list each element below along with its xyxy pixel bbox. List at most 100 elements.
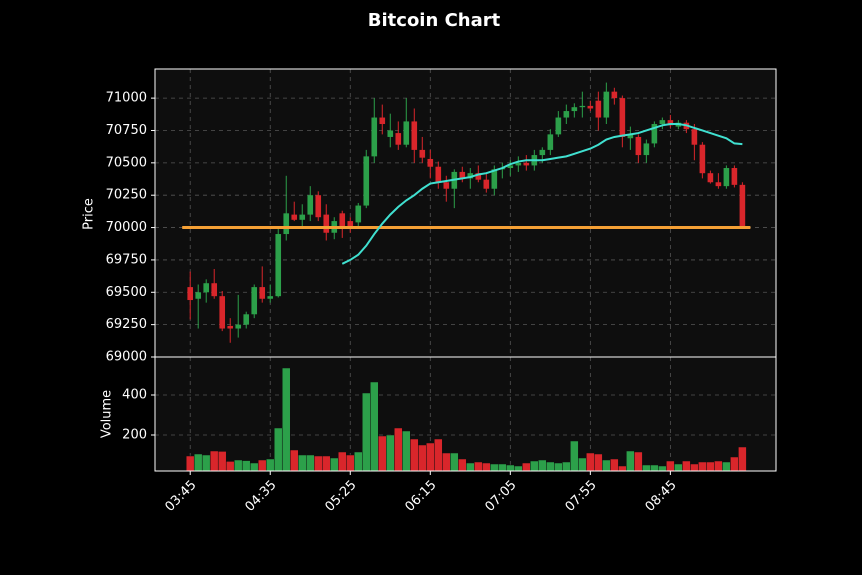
volume-bar	[466, 462, 475, 472]
candle-body	[443, 182, 450, 189]
volume-bar	[193, 453, 203, 472]
volume-bar	[514, 465, 523, 472]
volume-bar	[265, 458, 275, 472]
volume-bar	[249, 462, 259, 472]
chart-title: Bitcoin Chart	[368, 10, 501, 31]
y-tick-label: 69750	[106, 252, 147, 267]
volume-bar	[354, 451, 363, 472]
y-tick-label: 71000	[106, 91, 147, 106]
candle-body	[299, 214, 306, 220]
candle-body	[339, 213, 346, 229]
candle-body	[203, 283, 210, 293]
volume-bar	[217, 451, 227, 472]
volume-bar	[426, 442, 435, 472]
volume-bar	[225, 461, 235, 472]
candle-body	[491, 169, 498, 189]
candle-body	[227, 325, 234, 329]
y-tick-label: 70250	[106, 188, 147, 203]
y-tick-label: 69500	[106, 285, 147, 300]
volume-bar	[490, 463, 499, 472]
candle-body	[627, 134, 634, 139]
candle-body	[635, 136, 642, 156]
volume-bar	[706, 461, 715, 472]
candle-body	[691, 129, 698, 145]
volume-bar	[241, 460, 251, 472]
candle-body	[427, 158, 434, 167]
candle-body	[739, 184, 746, 228]
volume-bar	[386, 434, 395, 472]
candle-body	[235, 324, 242, 329]
candle-body	[187, 287, 194, 301]
candle-body	[659, 120, 666, 125]
candle-body	[259, 287, 266, 299]
volume-bar	[594, 453, 603, 472]
volume-tick-label: 400	[122, 388, 147, 403]
candle-body	[643, 143, 650, 156]
candle-body	[363, 156, 370, 206]
volume-bar	[506, 464, 515, 472]
candle-body	[595, 100, 602, 118]
candle-body	[507, 165, 514, 169]
candle-body	[267, 296, 274, 299]
candle-body	[611, 91, 618, 99]
candle-body	[699, 144, 706, 174]
y-tick-label: 70500	[106, 155, 147, 170]
y-axis-label: Price	[82, 198, 97, 230]
candle-body	[403, 121, 410, 145]
candle-body	[379, 117, 386, 125]
candle-body	[435, 166, 442, 183]
volume-bar	[330, 457, 339, 472]
volume-bar	[586, 452, 595, 472]
candle-body	[467, 173, 474, 179]
volume-bar	[314, 455, 323, 472]
volume-bar	[642, 464, 651, 472]
volume-bar	[538, 459, 547, 472]
volume-bar	[562, 461, 571, 472]
candle-body	[411, 121, 418, 150]
volume-axis-label: Volume	[100, 390, 115, 438]
candle-body	[547, 134, 554, 150]
volume-bar	[690, 463, 699, 472]
volume-bar	[370, 381, 379, 472]
volume-bar	[201, 454, 211, 472]
volume-tick-label: 200	[122, 428, 147, 443]
moving-average	[341, 123, 743, 265]
volume-bar	[730, 456, 739, 472]
volume-bar	[442, 452, 451, 472]
volume-bar	[650, 464, 659, 472]
volume-bar	[281, 367, 291, 472]
candle-body	[587, 105, 594, 109]
candle-body	[387, 130, 394, 137]
volume-bar	[458, 458, 467, 472]
candle-body	[515, 162, 522, 166]
y-tick-label: 69250	[106, 317, 147, 332]
candle-body	[731, 168, 738, 185]
volume-bar	[674, 463, 683, 472]
volume-bar	[257, 459, 267, 472]
volume-bar	[305, 454, 315, 472]
candle-body	[251, 287, 258, 315]
volume-bar	[738, 446, 747, 472]
volume-bar	[209, 450, 219, 472]
candle-body	[603, 91, 610, 118]
volume-bar	[546, 461, 555, 472]
volume-bar	[498, 463, 507, 472]
volume-bar	[482, 462, 491, 472]
candle-body	[275, 234, 282, 297]
candle-body	[715, 182, 722, 187]
volume-bar	[522, 462, 531, 472]
y-tick-label: 70000	[106, 220, 147, 235]
volume-bar	[338, 451, 347, 472]
volume-bar	[185, 455, 195, 472]
candle-body	[579, 105, 586, 108]
candle-body	[475, 173, 482, 180]
candle-body	[483, 179, 490, 189]
volume-bar	[322, 455, 331, 472]
candle-body	[459, 171, 466, 179]
volume-bar	[570, 440, 579, 472]
candle-body	[667, 120, 674, 126]
candle-body	[219, 296, 226, 329]
volume-bar	[362, 392, 371, 472]
plot-area	[155, 69, 776, 471]
